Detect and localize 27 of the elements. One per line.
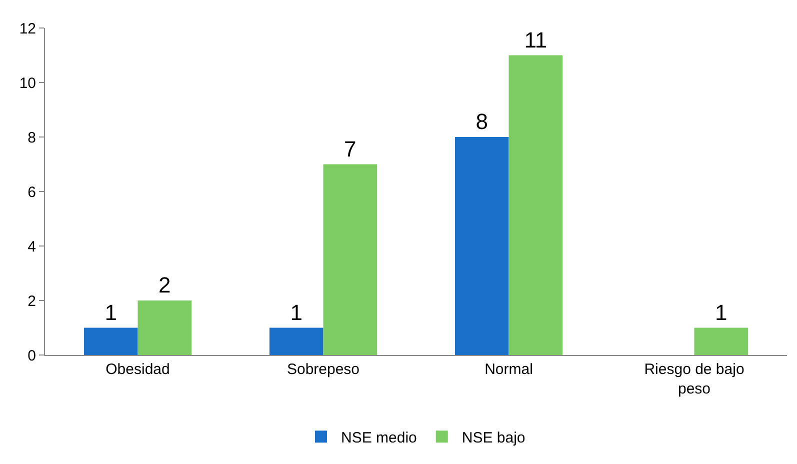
data-label: 11 — [524, 27, 548, 52]
x-tick-label: Normal — [484, 361, 533, 378]
x-tick-label: Obesidad — [106, 361, 170, 378]
y-tick-label: 2 — [28, 292, 36, 310]
data-label: 7 — [344, 136, 356, 162]
bar — [84, 328, 138, 355]
bar — [508, 55, 563, 355]
data-label: 1 — [715, 300, 728, 325]
data-label: 8 — [476, 109, 488, 134]
x-tick-label: Riesgo de bajo peso — [644, 361, 744, 398]
data-label: 2 — [158, 272, 171, 298]
bar — [454, 137, 509, 355]
bar — [269, 328, 324, 355]
y-tick-label: 10 — [19, 74, 36, 92]
x-tick-label: Sobrepeso — [286, 361, 360, 378]
legend-label: NSE medio — [341, 430, 417, 446]
bar — [138, 300, 192, 355]
data-label: 1 — [290, 300, 302, 325]
bar — [694, 328, 748, 355]
bar — [323, 164, 378, 355]
data-label: 1 — [104, 300, 117, 325]
y-tick-label: 12 — [19, 20, 36, 38]
legend-label: NSE bajo — [462, 430, 526, 446]
y-tick-label: 4 — [28, 238, 36, 256]
y-tick-label: 8 — [28, 129, 36, 146]
y-tick-label: 6 — [28, 184, 36, 201]
y-tick-label: 0 — [28, 347, 36, 364]
